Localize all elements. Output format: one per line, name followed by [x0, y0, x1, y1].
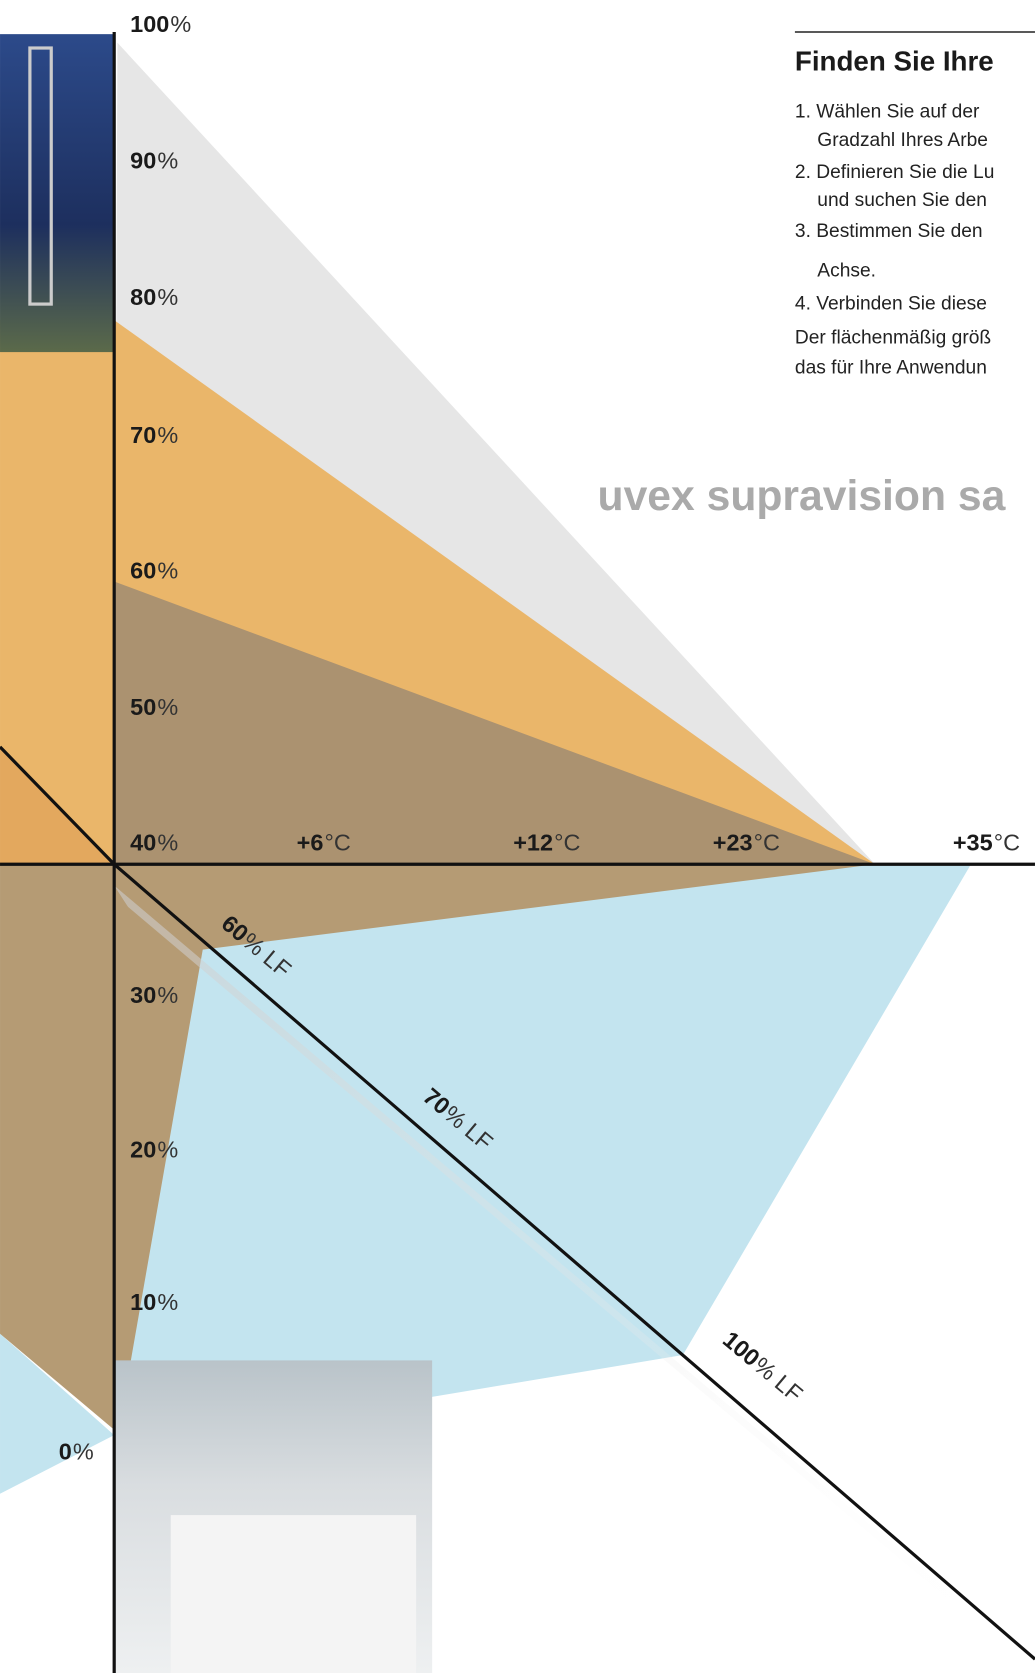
panel-title: Finden Sie Ihre: [795, 45, 994, 76]
humidity-label: 80%: [130, 284, 178, 310]
humidity-label-unit: %: [157, 1137, 178, 1163]
photo-block: [170, 1515, 417, 1673]
temperature-label: +12°C: [513, 829, 580, 855]
humidity-label-unit: %: [157, 422, 178, 448]
humidity-label-number: 0: [59, 1439, 72, 1465]
temperature-label-number: +23: [713, 829, 753, 855]
zone-blue: [114, 864, 971, 1430]
humidity-label-number: 100: [130, 11, 169, 37]
humidity-label: 90%: [130, 148, 178, 174]
humidity-label: 30%: [130, 982, 178, 1008]
humidity-label-unit: %: [170, 11, 191, 37]
humidity-label: 70%: [130, 422, 178, 448]
temperature-label: +6°C: [297, 829, 351, 855]
humidity-label: 60%: [130, 557, 178, 583]
humidity-label-unit: %: [157, 1289, 178, 1315]
humidity-label-number: 20: [130, 1137, 156, 1163]
humidity-label: 0%: [59, 1439, 94, 1465]
diagonal-shadow: [114, 885, 1035, 1673]
step-line: 2. Definieren Sie die Lu: [795, 162, 994, 183]
zone-brown-left: [0, 864, 115, 1430]
step-line: 4. Verbinden Sie diese: [795, 293, 987, 314]
temperature-label-unit: °C: [324, 829, 350, 855]
brand: uvex supravision sa: [598, 472, 1006, 520]
panel-steps: 1. Wählen Sie auf der Gradzahl Ihres Arbe…: [795, 101, 994, 378]
step-line: Achse.: [817, 260, 876, 281]
humidity-label-unit: %: [157, 982, 178, 1008]
temperature-label-number: +12: [513, 829, 553, 855]
step-line: und suchen Sie den: [817, 190, 987, 211]
zone-blue-left: [0, 1333, 115, 1494]
left-axis: [0, 745, 116, 866]
humidity-label-unit: %: [157, 694, 178, 720]
step-line: 1. Wählen Sie auf der: [795, 101, 980, 122]
zone-brown-low: [114, 864, 875, 1430]
photo-rig: [28, 46, 53, 306]
humidity-label: 20%: [130, 1137, 178, 1163]
humidity-label-unit: %: [157, 829, 178, 855]
humidity-label-number: 70: [130, 422, 156, 448]
temperature-label-unit: °C: [754, 829, 780, 855]
humidity-label-number: 90: [130, 148, 156, 174]
humidity-label-number: 60: [130, 557, 156, 583]
temperature-label-number: +6: [297, 829, 324, 855]
temperature-label: +23°C: [713, 829, 780, 855]
humidity-label: 100%: [130, 11, 191, 37]
humidity-label-unit: %: [157, 557, 178, 583]
humidity-label-unit: %: [157, 284, 178, 310]
humidity-label-number: 50: [130, 694, 156, 720]
lf-label-unit: % LF: [749, 1352, 808, 1407]
step-line: 3. Bestimmen Sie den: [795, 221, 983, 242]
humidity-label-unit: %: [73, 1439, 94, 1465]
temperature-label: +35°C: [953, 829, 1020, 855]
temperature-label-unit: °C: [994, 829, 1020, 855]
humidity-label-number: 30: [130, 982, 156, 1008]
note-line: das für Ihre Anwendun: [795, 357, 987, 378]
humidity-label-unit: %: [157, 148, 178, 174]
temperature-label-number: +35: [953, 829, 993, 855]
humidity-label: 10%: [130, 1289, 178, 1315]
temperature-label-unit: °C: [554, 829, 580, 855]
photo-offshore: [0, 34, 115, 353]
lf-label: 100% LF: [718, 1326, 808, 1407]
lf-axis: [113, 863, 1035, 1661]
humidity-label: 40%: [130, 829, 178, 855]
humidity-label: 50%: [130, 694, 178, 720]
humidity-label-number: 10: [130, 1289, 156, 1315]
note-line: Der flächenmäßig größ: [795, 328, 991, 349]
humidity-label-number: 80: [130, 284, 156, 310]
step-line: Gradzahl Ihres Arbe: [817, 130, 988, 151]
humidity-label-number: 40: [130, 829, 156, 855]
